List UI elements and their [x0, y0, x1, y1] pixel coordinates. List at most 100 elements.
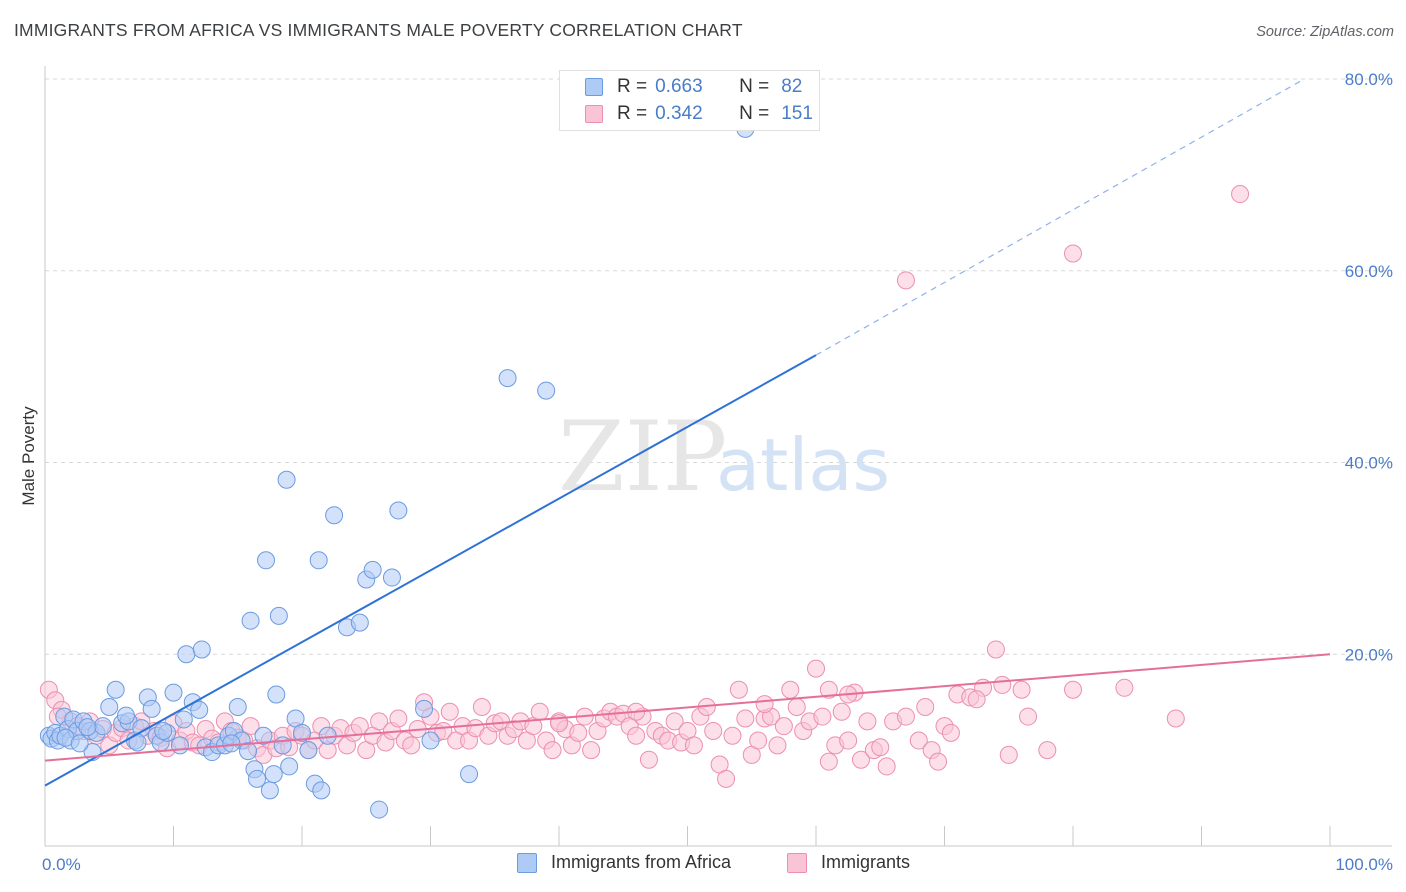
- immigrants-point: [639, 750, 658, 769]
- africa-point: [299, 741, 318, 760]
- immigrants-point: [582, 741, 601, 760]
- africa-point: [498, 369, 517, 388]
- grid-lines: [45, 78, 1392, 655]
- immigrants-point: [781, 680, 800, 699]
- africa-point: [170, 736, 189, 755]
- y-tick-label: 40.0%: [1345, 454, 1393, 473]
- immigrants-point: [896, 271, 915, 290]
- legend-item-immigrants[interactable]: Immigrants: [787, 852, 910, 873]
- africa-point: [154, 721, 173, 740]
- africa-point: [222, 734, 241, 753]
- y-tick-label: 80.0%: [1345, 70, 1393, 89]
- legend-r-value-immigrants: 0.342: [655, 103, 703, 124]
- africa-point: [177, 645, 196, 664]
- africa-trend-line: [44, 354, 817, 787]
- immigrants-point: [1166, 709, 1185, 728]
- immigrants-point: [472, 697, 491, 716]
- immigrants-point: [389, 709, 408, 728]
- legend-swatch-africa: [517, 852, 537, 873]
- immigrants-point: [1231, 185, 1250, 204]
- immigrants-point: [819, 680, 838, 699]
- africa-point: [460, 765, 479, 784]
- africa-points: [39, 119, 755, 819]
- africa-point: [325, 506, 344, 525]
- y-tick-label: 20.0%: [1345, 645, 1393, 664]
- immigrants-point: [736, 709, 755, 728]
- y-tick-label: 60.0%: [1345, 262, 1393, 281]
- africa-point: [100, 697, 119, 716]
- legend-n-value-africa: 82: [781, 76, 803, 97]
- legend-n-value-immigrants: 151: [781, 103, 813, 124]
- immigrants-point: [665, 712, 684, 731]
- immigrants-point: [832, 702, 851, 721]
- africa-point: [142, 699, 161, 718]
- immigrants-point: [909, 731, 928, 750]
- immigrants-point: [543, 741, 562, 760]
- immigrants-point: [858, 712, 877, 731]
- immigrants-point: [768, 736, 787, 755]
- immigrants-point: [755, 695, 774, 714]
- africa-point: [93, 717, 112, 736]
- immigrants-trend-line: [44, 653, 1331, 762]
- africa-point: [267, 685, 286, 704]
- africa-point: [192, 640, 211, 659]
- africa-point: [277, 470, 296, 489]
- africa-point: [70, 734, 89, 753]
- y-axis-label: Male Poverty: [19, 406, 38, 506]
- immigrants-point: [819, 752, 838, 771]
- immigrants-point: [986, 640, 1005, 659]
- africa-point: [241, 611, 260, 630]
- legend-swatch-africa: [585, 78, 603, 96]
- legend-n-label: N =: [739, 103, 770, 124]
- source-label: Source: ZipAtlas.com: [1256, 24, 1394, 40]
- immigrants-point: [993, 675, 1012, 694]
- chart-title: IMMIGRANTS FROM AFRICA VS IMMIGRANTS MAL…: [14, 20, 743, 40]
- immigrants-point: [684, 736, 703, 755]
- tick-labels: 20.0% 40.0% 60.0% 80.0% 0.0% 100.0%: [42, 70, 1393, 874]
- immigrants-point: [1064, 244, 1082, 263]
- africa-point: [174, 710, 193, 729]
- axes: [44, 66, 1392, 847]
- africa-point: [106, 680, 125, 699]
- immigrants-point: [370, 712, 389, 731]
- immigrants-point: [1019, 707, 1038, 726]
- africa-point: [382, 568, 401, 587]
- immigrants-point: [729, 680, 748, 699]
- immigrants-point: [749, 731, 768, 750]
- watermark: ZIP atlas: [558, 401, 890, 513]
- immigrants-point: [839, 731, 858, 750]
- immigrants-point: [241, 717, 260, 736]
- legend-label-immigrants: Immigrants: [821, 852, 911, 872]
- legend-label-africa: Immigrants from Africa: [551, 852, 732, 872]
- immigrants-point: [916, 697, 935, 716]
- immigrants-point: [723, 726, 742, 745]
- africa-point: [293, 723, 311, 742]
- immigrants-point: [929, 752, 948, 771]
- legend-item-africa[interactable]: Immigrants from Africa: [517, 852, 731, 873]
- immigrants-point: [1012, 680, 1031, 699]
- watermark-atlas: atlas: [716, 423, 890, 507]
- africa-point: [254, 726, 273, 745]
- africa-point: [309, 551, 328, 570]
- africa-point: [239, 742, 258, 761]
- africa-point: [116, 706, 135, 725]
- africa-point: [248, 769, 267, 788]
- africa-point: [260, 781, 279, 800]
- immigrants-point: [813, 707, 832, 726]
- immigrants-point: [999, 745, 1018, 764]
- immigrants-point: [807, 659, 825, 678]
- correlation-legend: R = 0.663 N = 82 R = 0.342 N = 151: [559, 70, 820, 131]
- immigrants-point: [941, 723, 960, 742]
- immigrants-point: [704, 721, 723, 740]
- africa-point: [264, 765, 283, 784]
- africa-point: [164, 683, 183, 702]
- immigrants-point: [627, 726, 646, 745]
- immigrants-point: [402, 736, 421, 755]
- africa-point: [78, 718, 97, 737]
- x-tick-label: 0.0%: [42, 855, 81, 874]
- legend-r-label: R =: [617, 103, 648, 124]
- immigrants-point: [871, 738, 890, 757]
- africa-point: [280, 757, 299, 776]
- trend-lines: [44, 78, 1331, 787]
- africa-point: [537, 381, 556, 400]
